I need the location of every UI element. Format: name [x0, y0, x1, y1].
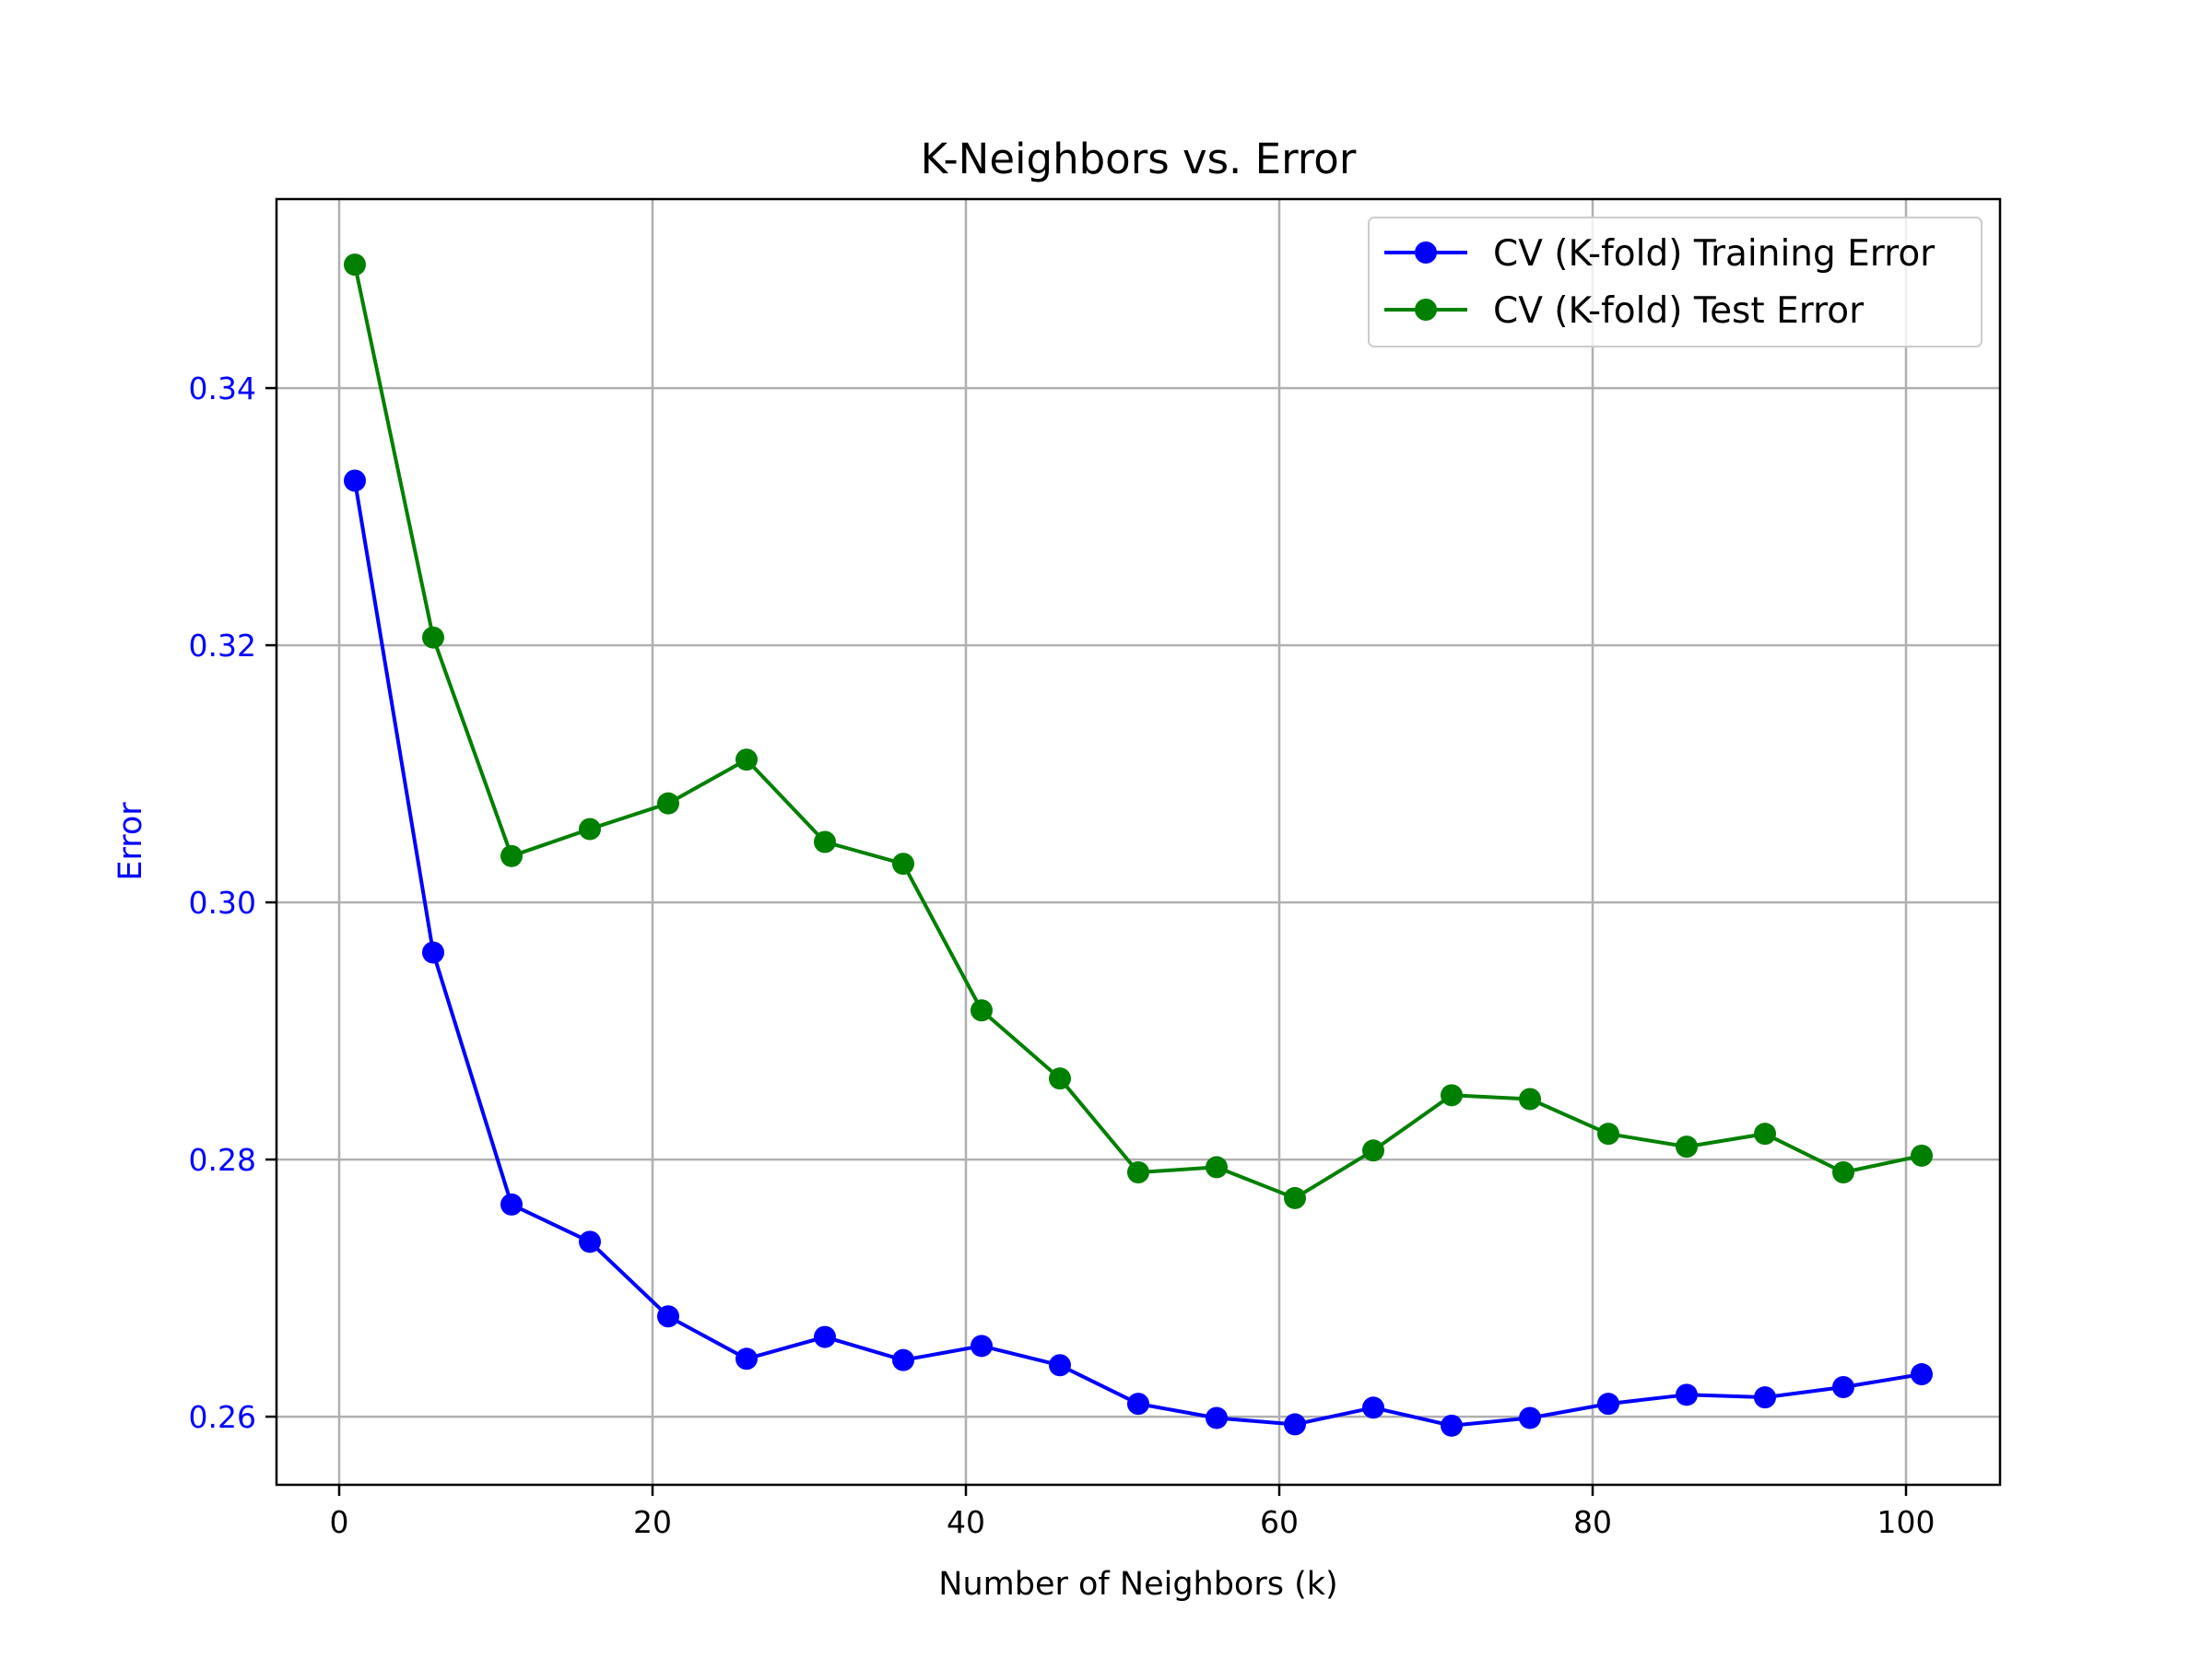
x-tick-label: 80: [1573, 1504, 1612, 1540]
data-point-test: [892, 853, 914, 876]
plot-area-frame: [275, 197, 2002, 1487]
chart-title: K-Neighbors vs. Error: [921, 135, 1357, 183]
data-point-training: [657, 1305, 679, 1328]
x-tick-label: 60: [1260, 1504, 1299, 1540]
data-point-training: [422, 941, 444, 964]
data-point-test: [500, 844, 523, 867]
series-training: [344, 469, 1933, 1437]
data-point-test: [1597, 1123, 1619, 1146]
data-point-test: [1441, 1084, 1463, 1107]
data-point-test: [1362, 1139, 1384, 1162]
data-point-test: [814, 830, 836, 853]
y-tick-label: 0.32: [189, 628, 256, 664]
y-axis-label: Error: [112, 802, 149, 881]
legend-swatch-marker-test: [1415, 299, 1437, 321]
data-point-training: [892, 1348, 914, 1371]
data-point-training: [1519, 1406, 1541, 1430]
legend-frame: [1368, 217, 1983, 347]
data-point-test: [1754, 1123, 1776, 1146]
y-tick-label: 0.28: [189, 1142, 256, 1178]
data-point-test: [1049, 1067, 1071, 1090]
legend-label-training: CV (K-fold) Training Error: [1493, 233, 1936, 275]
y-tick-label: 0.30: [189, 885, 256, 921]
data-point-training: [1597, 1393, 1619, 1416]
series-test: [344, 253, 1933, 1209]
grid: [276, 199, 2000, 1485]
data-point-training: [1049, 1354, 1071, 1377]
data-point-training: [1284, 1413, 1306, 1436]
data-point-training: [579, 1230, 601, 1253]
data-point-training: [971, 1335, 993, 1358]
data-point-training: [500, 1193, 523, 1216]
data-point-test: [1206, 1156, 1228, 1179]
data-point-test: [1911, 1144, 1933, 1167]
data-point-test: [344, 253, 366, 276]
data-point-training: [735, 1347, 758, 1371]
x-tick-label: 0: [330, 1504, 349, 1540]
x-tick-label: 20: [633, 1504, 672, 1540]
data-point-training: [1206, 1406, 1228, 1430]
x-tick-label: 100: [1877, 1504, 1936, 1540]
data-point-training: [1362, 1396, 1384, 1419]
legend: CV (K-fold) Training Error CV (K-fold) T…: [1368, 217, 1983, 347]
y-axis-ticks: 0.26 0.28 0.30 0.32 0.34: [189, 371, 276, 1435]
data-point-test: [579, 818, 601, 841]
y-tick-label: 0.34: [189, 371, 256, 406]
x-tick-label: 40: [947, 1504, 985, 1540]
plot-series: [344, 253, 1933, 1437]
x-axis-label: Number of Neighbors (k): [938, 1566, 1337, 1603]
data-point-test: [422, 626, 444, 649]
data-point-training: [1832, 1375, 1854, 1398]
data-point-test: [971, 999, 993, 1022]
data-point-test: [1676, 1135, 1698, 1159]
legend-label-test: CV (K-fold) Test Error: [1493, 290, 1865, 332]
data-point-training: [1441, 1414, 1463, 1437]
data-point-training: [1911, 1363, 1933, 1386]
legend-swatch-marker-training: [1415, 241, 1437, 264]
data-point-training: [344, 469, 366, 492]
data-point-test: [1127, 1161, 1149, 1184]
data-point-training: [1754, 1386, 1776, 1409]
data-point-training: [1676, 1383, 1698, 1406]
data-point-test: [735, 748, 758, 771]
data-point-training: [1127, 1393, 1149, 1416]
data-point-training: [814, 1325, 836, 1348]
data-point-test: [1519, 1088, 1541, 1111]
data-point-test: [1832, 1161, 1854, 1184]
x-axis-ticks: 0 20 40 60 80 100: [330, 1485, 1936, 1540]
data-point-test: [1284, 1186, 1306, 1209]
data-point-test: [657, 792, 679, 815]
y-tick-label: 0.26: [189, 1399, 256, 1435]
